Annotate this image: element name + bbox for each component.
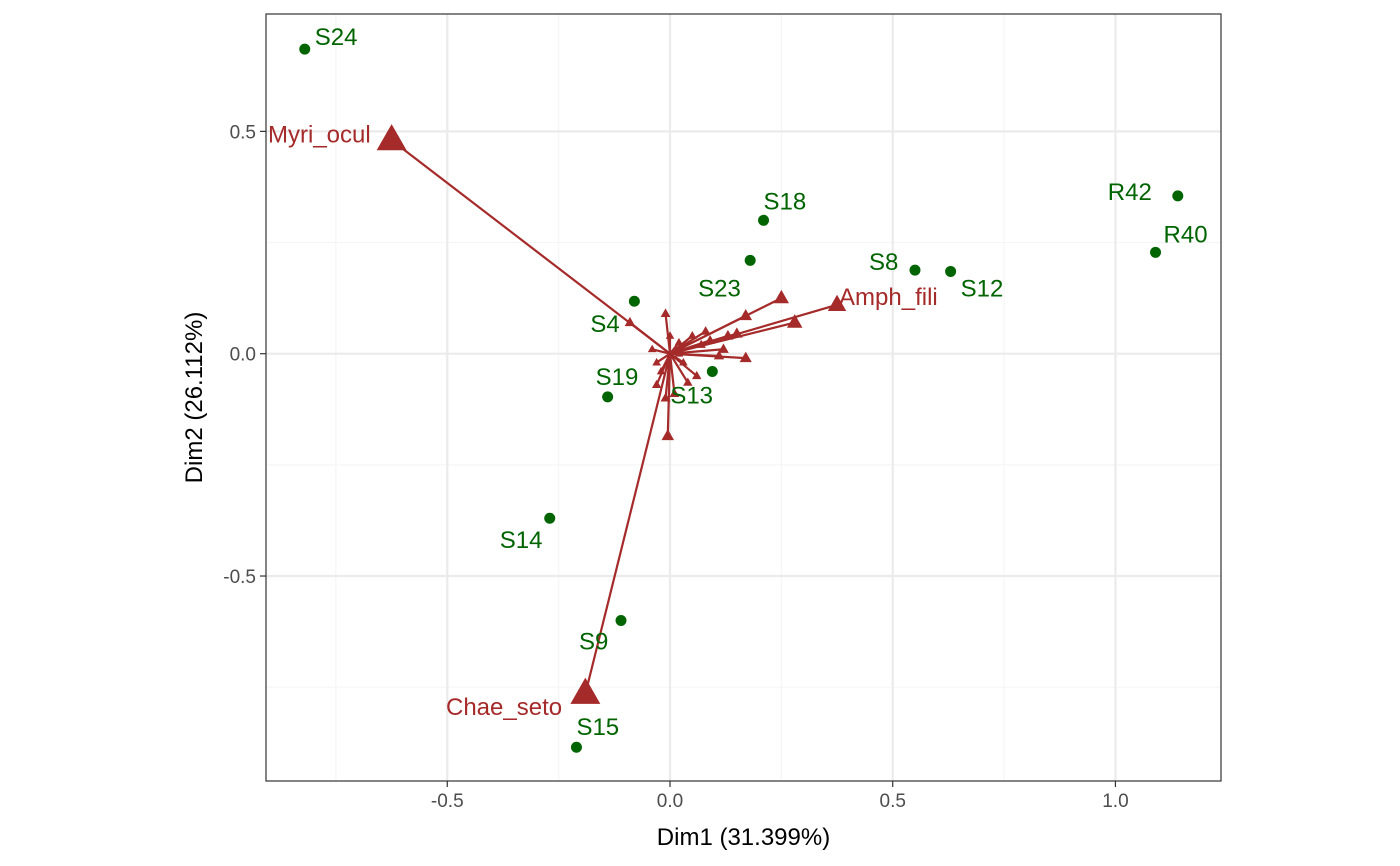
site-marker — [945, 265, 957, 277]
site-marker — [570, 741, 582, 753]
species-label: Chae_seto — [446, 694, 562, 721]
species-marker — [692, 370, 702, 380]
site-marker — [628, 295, 640, 307]
minor-gridlines — [266, 14, 1221, 781]
species-marker — [669, 388, 680, 397]
species-marker — [660, 308, 671, 317]
site-label: S12 — [961, 275, 1004, 302]
species-marker — [647, 344, 657, 353]
site-marker — [706, 365, 718, 377]
x-tick-label: 0.0 — [657, 791, 683, 812]
point-markers — [299, 43, 1184, 753]
site-label: S23 — [698, 275, 741, 302]
point-labels: S24 S18 S23 S8 S12 R42 R40 S4 S19 S13 S14 S9 S15 Myri… — [268, 24, 1208, 741]
species-marker — [665, 331, 675, 339]
y-tick-label: 0.5 — [230, 122, 256, 143]
site-marker — [758, 214, 770, 226]
species-arrow — [669, 339, 711, 355]
species-marker — [730, 327, 743, 338]
y-tick-label: 0.0 — [230, 345, 256, 366]
species-marker — [679, 357, 688, 366]
plot-panel — [266, 14, 1221, 781]
site-label: S19 — [596, 364, 639, 391]
panel-border — [265, 13, 1222, 782]
species-marker — [674, 337, 684, 346]
species-marker — [786, 314, 803, 328]
site-marker — [615, 614, 627, 626]
species-marker — [661, 429, 675, 441]
species-arrow — [656, 352, 671, 364]
site-label: R40 — [1164, 221, 1208, 248]
species-marker — [718, 343, 729, 353]
species-arrow — [669, 352, 684, 364]
site-label: S9 — [579, 628, 608, 655]
site-marker — [744, 254, 756, 266]
x-tick-label: 0.5 — [880, 791, 906, 812]
site-label: S8 — [869, 249, 898, 276]
site-label: S15 — [576, 714, 619, 741]
species-marker — [660, 392, 671, 402]
species-marker — [683, 377, 693, 386]
site-label: S18 — [764, 188, 807, 215]
species-marker — [705, 334, 716, 344]
species-marker — [722, 329, 734, 340]
y-axis-title: Dim2 (26.112%) — [181, 312, 208, 484]
species-marker — [713, 350, 725, 360]
site-marker — [299, 43, 311, 55]
species-arrow — [584, 353, 672, 695]
site-marker — [909, 264, 921, 276]
species-marker — [739, 309, 753, 321]
site-marker — [1172, 190, 1184, 202]
y-axis: -0.5 0.0 0.5 — [223, 122, 266, 588]
species-arrow — [669, 314, 747, 355]
site-label: S14 — [500, 527, 543, 554]
site-marker — [544, 512, 556, 524]
species-marker — [656, 366, 666, 375]
site-label: S4 — [590, 311, 619, 338]
site-label: S13 — [670, 382, 713, 409]
species-arrow — [669, 353, 689, 384]
species-arrow — [666, 353, 672, 436]
species-arrow — [629, 321, 671, 355]
site-label: R42 — [1108, 179, 1152, 206]
species-arrow — [660, 353, 671, 372]
species-marker — [827, 294, 847, 311]
species-marker — [651, 379, 662, 388]
species-arrow — [390, 139, 671, 355]
major-gridlines — [266, 14, 1221, 781]
species-marker — [739, 351, 752, 363]
species-marker — [696, 339, 706, 348]
species-label: Amph_fili — [839, 284, 938, 311]
site-marker — [1150, 246, 1162, 258]
species-marker — [570, 677, 601, 704]
species-label: Myri_ocul — [268, 121, 371, 148]
x-axis-title: Dim1 (31.399%) — [657, 824, 830, 851]
y-tick-label: -0.5 — [223, 567, 256, 588]
site-marker — [602, 391, 614, 403]
species-marker — [652, 357, 661, 366]
x-tick-label: -0.5 — [431, 791, 464, 812]
species-marker — [773, 289, 789, 304]
species-marker — [700, 326, 711, 335]
x-tick-label: 1.0 — [1102, 791, 1128, 812]
x-axis: -0.5 0.0 0.5 1.0 — [431, 781, 1129, 812]
species-marker — [624, 316, 636, 327]
species-marker — [687, 331, 697, 339]
site-label: S24 — [315, 24, 358, 51]
species-marker — [674, 349, 684, 357]
species-marker — [376, 124, 407, 151]
